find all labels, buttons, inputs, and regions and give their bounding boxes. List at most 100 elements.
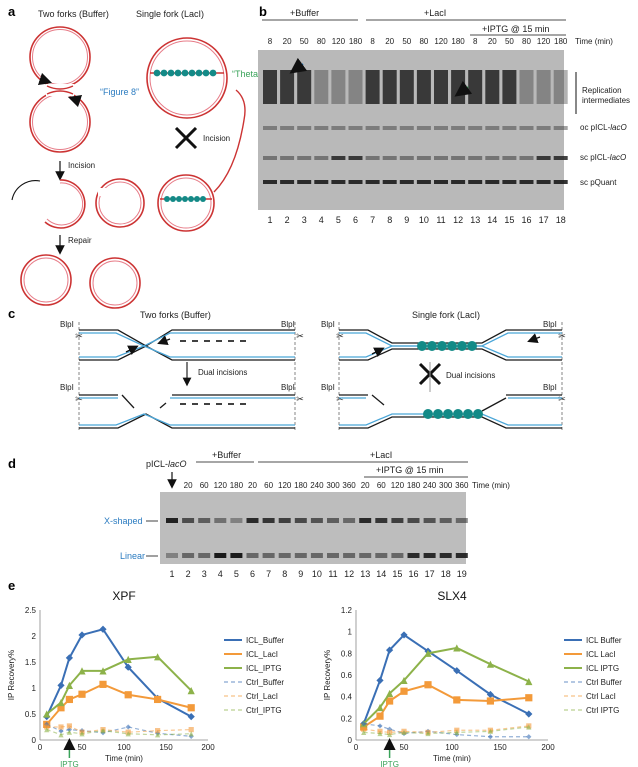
panel-d-time-label: Time (min) <box>472 481 510 490</box>
b-band-rep-2 <box>280 70 295 104</box>
b-band-pquant-13 <box>468 180 483 184</box>
d-time-times_iptg-1: 60 <box>377 481 386 490</box>
panel-b-time-row: 8 20 50 80 120 180 8 20 50 80 120 180 8 20 50 80 120 180 <box>268 37 568 46</box>
b-band-oc-5 <box>331 126 346 130</box>
b-lane-7: 7 <box>370 215 375 225</box>
panel-e-label: e <box>8 578 15 593</box>
series-line-ctrl-laci <box>363 725 529 734</box>
legend-label: ICL_Buffer <box>246 636 284 645</box>
b-band-rep-9 <box>399 70 414 104</box>
d-lane-6: 6 <box>250 569 255 579</box>
d-time-times_iptg-0: 20 <box>361 481 370 490</box>
legend-label: Ctrl_IPTG <box>246 706 282 715</box>
series-line-icl-iptg <box>46 655 192 715</box>
data-point <box>387 731 393 738</box>
y-tick-label: 1 <box>348 628 353 637</box>
d-lane-1: 1 <box>169 569 174 579</box>
panel-d-laci: +LacI <box>370 450 392 460</box>
xshaped-label: X-shaped <box>104 516 143 526</box>
y-tick-label: 0 <box>348 736 353 745</box>
y-tick-label: 0.5 <box>25 710 37 719</box>
legend-label: Ctrl Buffer <box>586 678 622 687</box>
data-point <box>188 731 194 737</box>
data-point <box>65 695 73 704</box>
single-fork-top <box>339 329 562 361</box>
data-point <box>100 728 106 734</box>
data-point <box>526 734 532 740</box>
b-band-pquant-8 <box>382 180 397 184</box>
y-tick-label: 0.8 <box>341 649 353 658</box>
b-band-oc-15 <box>502 126 517 130</box>
d-lane-19: 19 <box>457 569 467 579</box>
data-point <box>58 732 64 738</box>
y-axis-label: IP Recovery% <box>7 650 16 701</box>
panel-d-iptg: +IPTG @ 15 min <box>376 465 443 475</box>
series-line-ctrl-iptg <box>363 726 529 736</box>
panel-b-time-label: Time (min) <box>575 37 613 46</box>
data-point <box>125 724 131 730</box>
data-point <box>57 698 65 707</box>
d-band-x-3 <box>198 518 211 523</box>
panel-b-laci: +LacI <box>424 8 446 18</box>
b-band-oc-10 <box>416 126 431 130</box>
data-point <box>58 724 64 730</box>
gel-d-bands <box>166 518 468 558</box>
d-band-x-6 <box>246 518 259 523</box>
b-band-pquant-14 <box>485 180 500 184</box>
picl-label-laco: lacO <box>168 459 187 469</box>
b-band-sc-13 <box>468 156 483 160</box>
d-band-x-13 <box>359 518 372 523</box>
d-band-x-14 <box>375 518 388 523</box>
data-point <box>525 710 533 718</box>
d-band-linear-18 <box>439 553 452 558</box>
d-band-linear-6 <box>246 553 259 558</box>
d-band-linear-8 <box>278 553 291 558</box>
blpi-label-1: BlpI <box>281 320 295 329</box>
panel-d: d pICL-lacO +Buffer +LacI +IPTG @ 15 min… <box>8 450 510 579</box>
data-point <box>387 726 393 732</box>
blpi-scissors-icon-1: ✂ <box>296 331 304 341</box>
b-band-oc-13 <box>468 126 483 130</box>
data-point <box>361 729 367 736</box>
y-tick-label: 0.6 <box>341 671 353 680</box>
b-band-oc-9 <box>399 126 414 130</box>
d-band-x-11 <box>327 518 339 523</box>
panel-d-time-row: 20 60 120 180 20 60 120 180 240 300 360 20 60 120 180 2… <box>184 481 469 490</box>
data-point <box>124 663 132 671</box>
b-band-oc-6 <box>348 126 363 130</box>
data-point <box>361 721 367 727</box>
b-band-rep-13 <box>468 70 483 104</box>
b-band-rep-1 <box>263 70 277 104</box>
data-point <box>58 728 64 734</box>
x-tick-label: 0 <box>38 743 43 752</box>
sc-label-laco: lacO <box>610 153 626 162</box>
y-tick-label: 2.5 <box>25 606 37 615</box>
b-lane-4: 4 <box>319 215 324 225</box>
panel-d-label: d <box>8 456 16 471</box>
d-band-linear-17 <box>423 553 436 558</box>
data-point <box>376 712 384 720</box>
blpi-label-6: BlpI <box>321 383 335 392</box>
b-time-times_laci-2: 50 <box>402 37 411 46</box>
incision-label-right: Incision <box>203 134 230 143</box>
data-point <box>154 695 162 704</box>
d-time-times_iptg-5: 300 <box>439 481 453 490</box>
b-band-rep-7 <box>365 70 380 104</box>
x-tick-label: 100 <box>117 743 131 752</box>
figure8-label: “Figure 8” <box>100 87 139 97</box>
data-point <box>79 731 85 737</box>
theta-plasmid <box>146 37 228 119</box>
blpi-label-3: BlpI <box>543 320 557 329</box>
b-time-times_laci-0: 8 <box>370 37 375 46</box>
b-band-oc-11 <box>434 126 448 130</box>
panel-b-iptg: +IPTG @ 15 min <box>482 24 549 34</box>
y-tick-label: 0.2 <box>341 714 353 723</box>
d-time-times_iptg-2: 120 <box>391 481 405 490</box>
d-band-x-8 <box>278 518 291 523</box>
panel-c-title-left: Two forks (Buffer) <box>140 310 211 320</box>
legend-label: Ctrl_LacI <box>246 692 278 701</box>
d-band-x-5 <box>230 518 243 523</box>
b-lane-13: 13 <box>470 215 480 225</box>
data-point <box>525 677 533 686</box>
b-band-oc-3 <box>297 126 312 130</box>
